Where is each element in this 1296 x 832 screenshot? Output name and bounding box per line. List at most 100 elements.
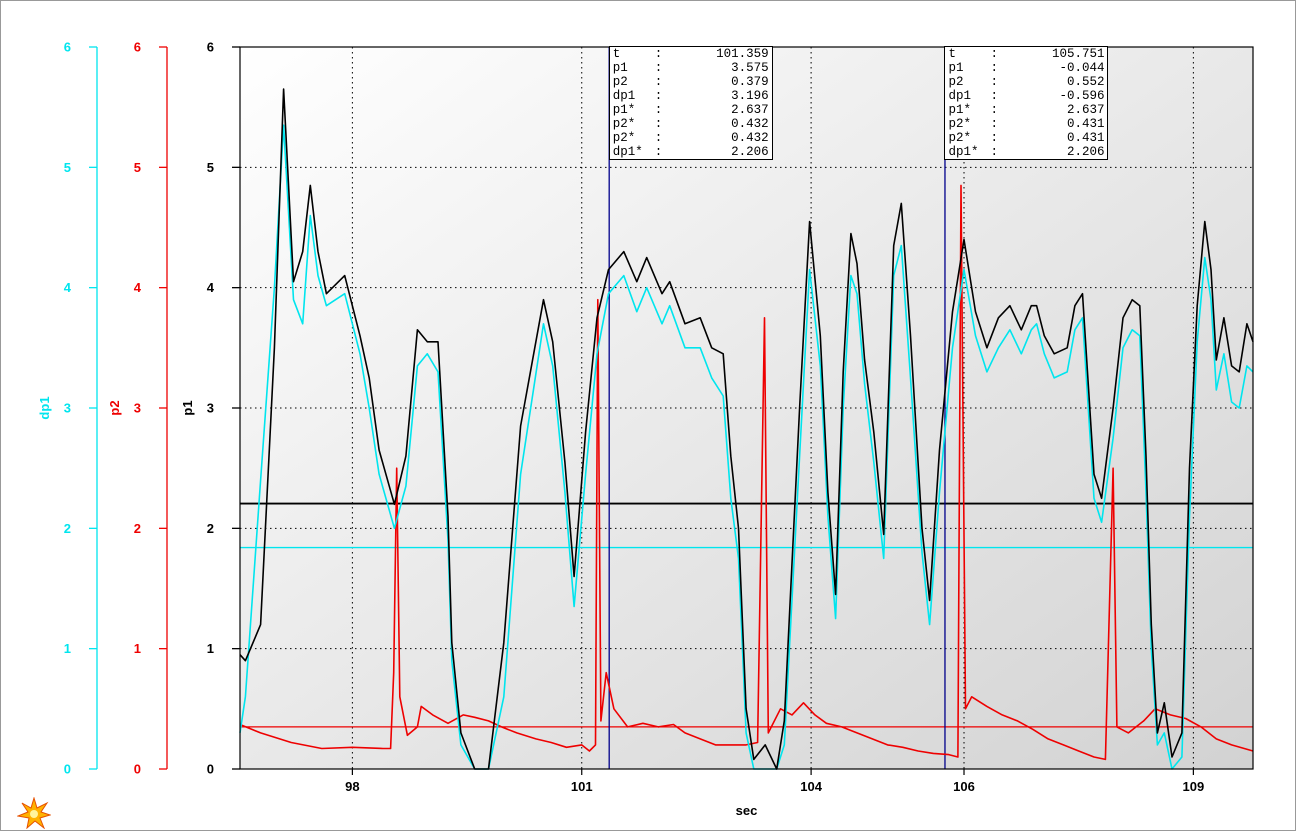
readout-value: 2.637 bbox=[731, 103, 769, 117]
readout-row: p2*: 0.431 bbox=[948, 131, 1104, 145]
readout-row: p2*: 0.431 bbox=[948, 117, 1104, 131]
readout-separator: : bbox=[654, 61, 663, 75]
axis-tick-label-dp1: 6 bbox=[64, 40, 71, 55]
axis-tick-label-p2: 5 bbox=[134, 160, 141, 175]
readout-value: -0.596 bbox=[1059, 89, 1105, 103]
axis-tick-label-p1: 3 bbox=[207, 401, 214, 416]
grid bbox=[240, 47, 1253, 769]
readout-value: 2.206 bbox=[731, 145, 769, 159]
axis-tick-label-p1: 4 bbox=[207, 280, 215, 295]
readout-row: p2*: 0.432 bbox=[613, 117, 769, 131]
readout-value: 2.206 bbox=[1066, 145, 1105, 159]
readout-separator: : bbox=[654, 89, 663, 103]
readout-value: 0.431 bbox=[1066, 131, 1105, 145]
readout-row: dp1*: 2.206 bbox=[613, 145, 769, 159]
readout-key: p2* bbox=[948, 131, 971, 145]
axis-tick-label-p1: 2 bbox=[207, 521, 214, 536]
readout-value: -0.044 bbox=[1059, 61, 1105, 75]
readout-value: 101.359 bbox=[716, 47, 769, 61]
readout-row: dp1: -0.596 bbox=[948, 89, 1104, 103]
x-axis-tick-label: 104 bbox=[800, 779, 822, 794]
readout-separator: : bbox=[654, 47, 663, 61]
readout-key: p1 bbox=[612, 61, 628, 75]
readout-value: 0.432 bbox=[731, 131, 769, 145]
axis-tick-label-dp1: 0 bbox=[64, 762, 71, 777]
series-group bbox=[239, 88, 1254, 770]
readout-row: p1: -0.044 bbox=[948, 61, 1104, 75]
axis-tick-label-p2: 6 bbox=[134, 40, 141, 55]
x-axis-label: sec bbox=[736, 803, 758, 818]
axis-tick-label-dp1: 5 bbox=[64, 160, 71, 175]
axis-label-p2: p2 bbox=[107, 400, 122, 415]
readout-separator: : bbox=[990, 117, 998, 131]
readout-key: p2* bbox=[612, 117, 636, 131]
axes: 0 1 2 3 4 5 6 dp1 0 1 2 3 4 5 6 p2 0 1 2 3 4 5 6 p1 98 101 104 106 1… bbox=[37, 40, 1204, 819]
x-axis-tick-label: 106 bbox=[953, 779, 975, 794]
readout-row: dp1: 3.196 bbox=[613, 89, 769, 103]
readout-separator: : bbox=[654, 145, 663, 159]
readout-separator: : bbox=[990, 131, 998, 145]
axis-tick-label-p2: 0 bbox=[134, 762, 141, 777]
readout-key: p1 bbox=[948, 61, 964, 75]
readout-key: dp1 bbox=[612, 89, 636, 103]
cursor-readout-box-1: t: 101.359 p1: 3.575 p2: 0.379 dp1: 3.196 p1*: 2.… bbox=[608, 46, 773, 160]
readout-key: p2 bbox=[612, 75, 628, 89]
axis-label-dp1: dp1 bbox=[37, 396, 52, 419]
axis-tick-label-p2: 4 bbox=[134, 280, 142, 295]
readout-key: dp1 bbox=[948, 89, 971, 103]
readout-key: p2* bbox=[612, 131, 636, 145]
readout-row: t: 101.359 bbox=[613, 47, 769, 61]
readout-key: t bbox=[948, 47, 956, 61]
series-line-p2 bbox=[239, 184, 1254, 761]
axis-tick-label-p1: 5 bbox=[207, 160, 214, 175]
axis-tick-label-p2: 2 bbox=[134, 521, 141, 536]
readout-key: p2* bbox=[948, 117, 971, 131]
readout-row: p2: 0.379 bbox=[613, 75, 769, 89]
readout-value: 3.196 bbox=[731, 89, 769, 103]
readout-separator: : bbox=[990, 89, 998, 103]
cursor-readout-box-2: t:105.751 p1: -0.044 p2:0.552 dp1: -0.596 p1*:… bbox=[944, 46, 1109, 160]
readout-key: p1* bbox=[612, 103, 636, 117]
readout-separator: : bbox=[654, 103, 663, 117]
x-axis-tick-label: 109 bbox=[1183, 779, 1205, 794]
readout-value: 2.637 bbox=[1066, 103, 1105, 117]
axis-tick-label-p2: 3 bbox=[134, 401, 141, 416]
x-axis-tick-label: 98 bbox=[345, 779, 359, 794]
axis-tick-label-dp1: 1 bbox=[64, 641, 71, 656]
readout-value: 0.552 bbox=[1066, 75, 1105, 89]
axis-tick-label-p1: 1 bbox=[207, 641, 214, 656]
readout-row: dp1*: 2.206 bbox=[948, 145, 1104, 159]
series-line-dp1 bbox=[239, 124, 1254, 770]
series-line-p1 bbox=[239, 88, 1254, 770]
readout-separator: : bbox=[990, 61, 998, 75]
readout-value: 3.575 bbox=[731, 61, 769, 75]
readout-separator: : bbox=[990, 47, 998, 61]
cursors bbox=[608, 47, 946, 769]
readout-separator: : bbox=[990, 75, 998, 89]
axis-tick-label-p2: 1 bbox=[134, 641, 141, 656]
readout-value: 0.432 bbox=[731, 117, 769, 131]
readout-row: p1: 3.575 bbox=[613, 61, 769, 75]
readout-key: t bbox=[612, 47, 621, 61]
readout-separator: : bbox=[990, 145, 998, 159]
readout-key: p1* bbox=[948, 103, 971, 117]
axis-tick-label-dp1: 3 bbox=[64, 401, 71, 416]
readout-row: p1*: 2.637 bbox=[613, 103, 769, 117]
axis-tick-label-p1: 6 bbox=[207, 40, 214, 55]
readout-value: 105.751 bbox=[1051, 47, 1105, 61]
axis-tick-label-dp1: 4 bbox=[64, 280, 72, 295]
star-logo-icon bbox=[17, 797, 51, 829]
axis-tick-label-p1: 0 bbox=[207, 762, 214, 777]
readout-row: p2*: 0.432 bbox=[613, 131, 769, 145]
readout-value: 0.379 bbox=[731, 75, 769, 89]
readout-separator: : bbox=[654, 131, 663, 145]
readout-separator: : bbox=[654, 117, 663, 131]
readout-row: p2: 0.552 bbox=[948, 75, 1104, 89]
readout-key: p2 bbox=[948, 75, 964, 89]
axis-tick-label-dp1: 2 bbox=[64, 521, 71, 536]
readout-row: t: 105.751 bbox=[948, 47, 1104, 61]
readout-key: dp1* bbox=[948, 145, 979, 159]
readout-row: p1*: 2.637 bbox=[948, 103, 1104, 117]
